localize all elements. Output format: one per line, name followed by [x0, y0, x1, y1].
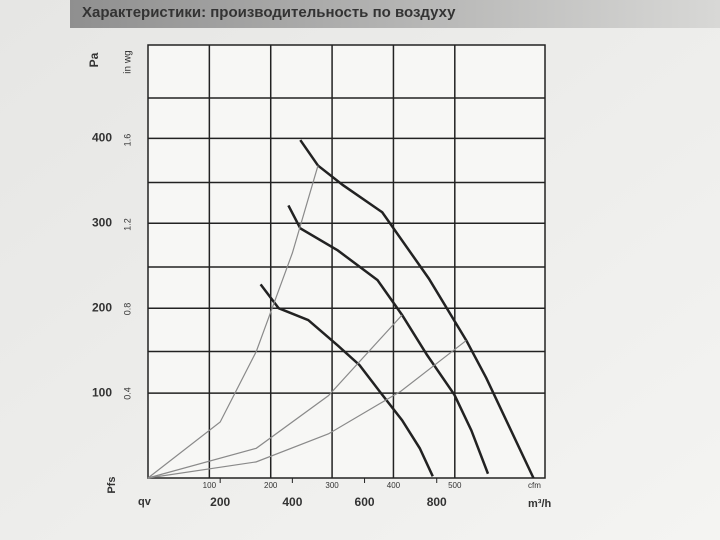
x-tick-label: 800: [427, 495, 447, 509]
x2-tick-label: 200: [264, 481, 278, 490]
y-tick-label: 100: [92, 385, 112, 399]
y2-tick-label: 0.8: [122, 303, 132, 316]
title-bar: [70, 0, 720, 28]
y-tick-label: 300: [92, 215, 112, 229]
y-symbol: Pfs: [106, 476, 118, 493]
x2-axis-label: cfm: [528, 481, 541, 490]
x2-tick-label: 400: [387, 481, 401, 490]
plot-area: [147, 44, 546, 479]
x-tick-label: 200: [210, 495, 230, 509]
curve: [147, 339, 467, 479]
x-tick-label: 400: [282, 495, 302, 509]
x2-tick-label: 100: [203, 481, 217, 490]
x2-tick-label: 500: [448, 481, 462, 490]
curve: [259, 283, 434, 477]
y2-axis-label: in wg: [123, 50, 134, 73]
chart-title: Характеристики: производительность по во…: [82, 4, 456, 21]
x2-tick-label: 300: [325, 481, 339, 490]
plot: 100 200 300 400 0.4 0.8 1.2 1.6 200 400 600 800 100 2…: [92, 44, 546, 509]
curve: [147, 165, 319, 479]
y2-tick-label: 1.6: [122, 134, 132, 147]
y-tick-label: 200: [92, 300, 112, 314]
y-tick-label: 400: [92, 131, 112, 145]
curve: [299, 139, 535, 479]
y-axis-label: Pa: [87, 52, 101, 67]
y2-tick-label: 0.4: [122, 387, 132, 400]
x-axis-label: m³/h: [528, 498, 552, 510]
curve: [287, 204, 490, 475]
curve: [147, 314, 403, 479]
x-symbol: qv: [138, 496, 152, 508]
x-tick-label: 600: [355, 495, 375, 509]
y2-tick-label: 1.2: [122, 218, 132, 231]
